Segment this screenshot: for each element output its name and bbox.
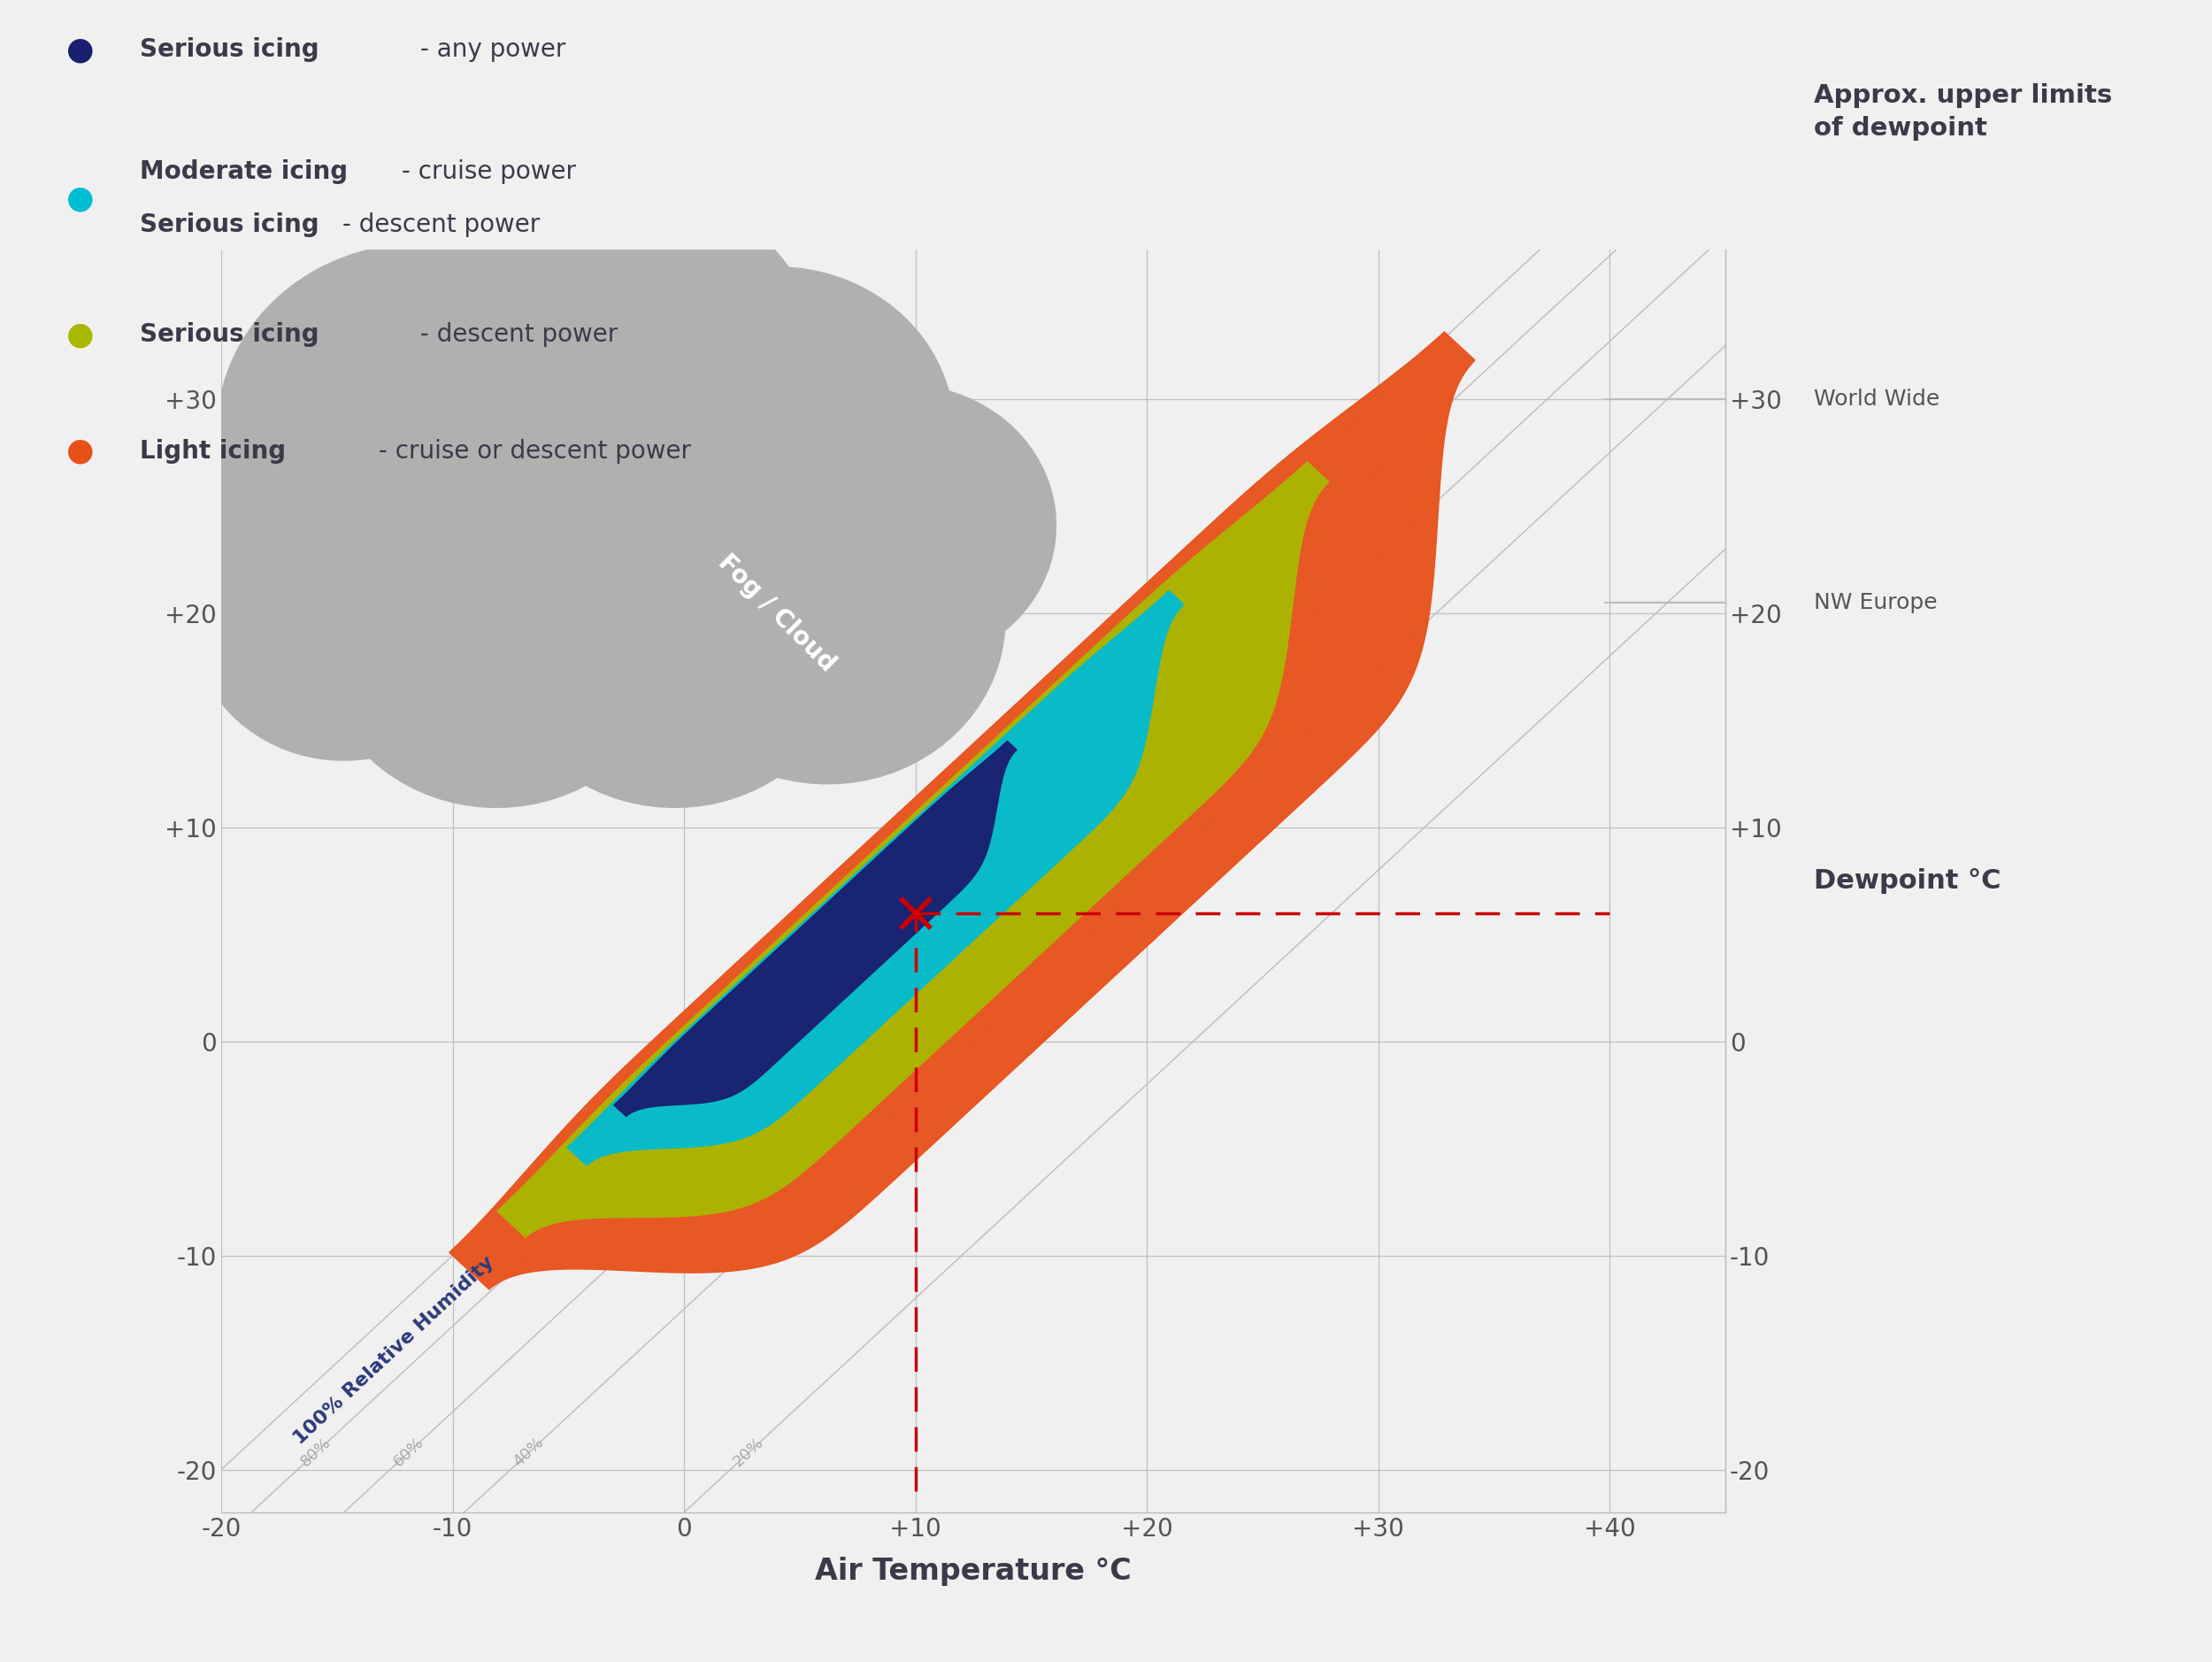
- Text: - any power: - any power: [411, 38, 566, 61]
- Text: ●: ●: [66, 184, 95, 214]
- Text: 100% Relative Humidity: 100% Relative Humidity: [290, 1253, 498, 1448]
- Text: Light icing: Light icing: [139, 439, 285, 464]
- Text: - descent power: - descent power: [334, 213, 540, 236]
- Text: 60%: 60%: [389, 1434, 427, 1469]
- Text: ●: ●: [66, 35, 95, 65]
- Text: - descent power: - descent power: [411, 322, 617, 347]
- Polygon shape: [190, 479, 495, 761]
- Polygon shape: [599, 266, 956, 597]
- Polygon shape: [319, 479, 675, 808]
- Polygon shape: [139, 384, 445, 666]
- Text: Serious icing: Serious icing: [139, 213, 319, 236]
- Text: 40%: 40%: [511, 1434, 546, 1469]
- Text: - cruise or descent power: - cruise or descent power: [372, 439, 690, 464]
- Polygon shape: [498, 479, 854, 808]
- Polygon shape: [217, 243, 624, 620]
- Text: NW Europe: NW Europe: [1814, 592, 1938, 613]
- Polygon shape: [498, 462, 1329, 1237]
- Polygon shape: [369, 173, 827, 597]
- Text: 20%: 20%: [730, 1434, 768, 1469]
- Text: Serious icing: Serious icing: [139, 38, 319, 61]
- Text: ●: ●: [66, 319, 95, 351]
- Text: 80%: 80%: [299, 1434, 334, 1469]
- Polygon shape: [449, 332, 1475, 1290]
- Polygon shape: [650, 455, 1006, 784]
- Text: Serious icing: Serious icing: [139, 322, 319, 347]
- Text: ●: ●: [66, 435, 95, 467]
- Text: Moderate icing: Moderate icing: [139, 160, 347, 184]
- Text: - cruise power: - cruise power: [394, 160, 575, 184]
- Text: Dewpoint °C: Dewpoint °C: [1814, 868, 2002, 894]
- Text: World Wide: World Wide: [1814, 389, 1940, 411]
- Text: Fog / Cloud: Fog / Cloud: [712, 550, 841, 676]
- Polygon shape: [615, 741, 1018, 1117]
- X-axis label: Air Temperature °C: Air Temperature °C: [814, 1556, 1133, 1586]
- Polygon shape: [566, 592, 1183, 1165]
- Polygon shape: [752, 384, 1057, 666]
- Text: Approx. upper limits
of dewpoint: Approx. upper limits of dewpoint: [1814, 83, 2112, 141]
